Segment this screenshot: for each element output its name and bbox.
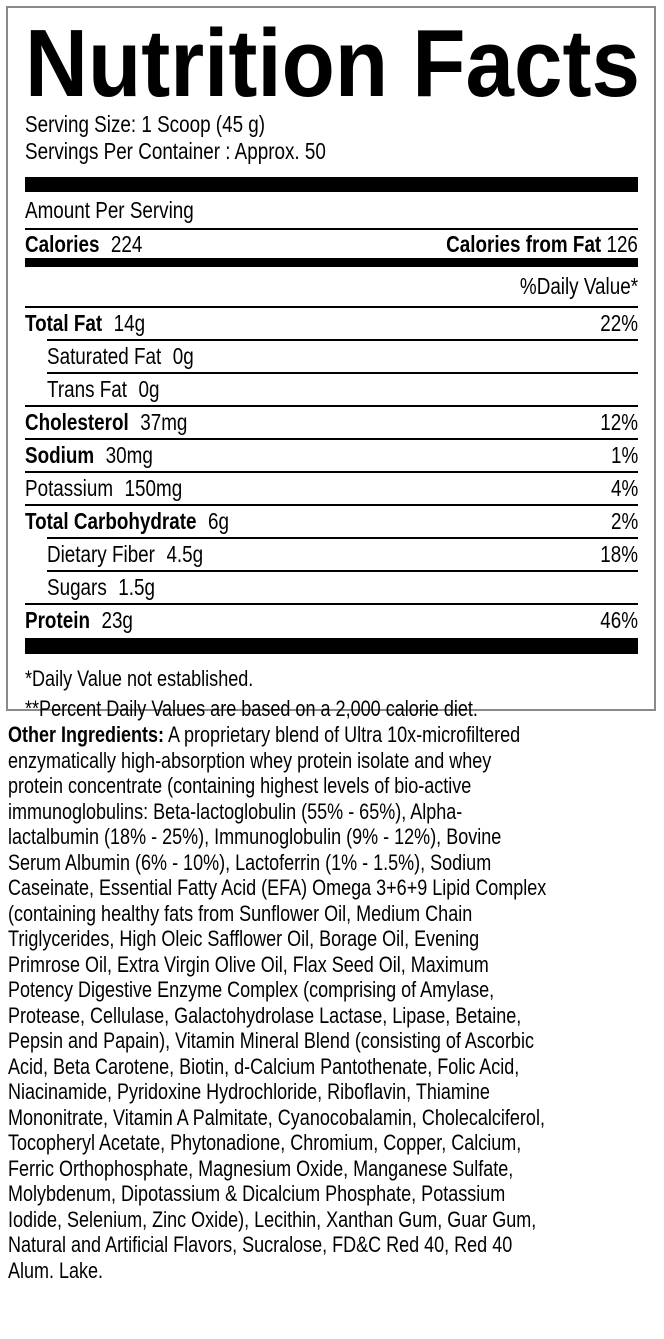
calories-label: Calories	[25, 230, 100, 257]
ingredients-line: Molybdenum, Dipotassium & Dicalcium Phos…	[8, 1181, 506, 1206]
nutrient-row-sugars: Sugars 1.5g	[47, 570, 638, 603]
ingredients-line: Ferric Orthophosphate, Magnesium Oxide, …	[8, 1155, 514, 1181]
nutrient-row-total-carbohydrate: Total Carbohydrate 6g 2%	[25, 504, 638, 537]
ingredients-heading: Other Ingredients:	[8, 722, 165, 747]
nutrient-row-saturated-fat: Saturated Fat 0g	[47, 339, 638, 372]
ingredients-line: protein concentrate (containing highest …	[8, 773, 472, 798]
amount-per-serving: Amount Per Serving	[25, 196, 194, 223]
nutrition-facts-title: Nutrition Facts	[25, 10, 640, 117]
calories-from-fat-value: 126	[606, 230, 638, 257]
ingredients-line: (containing healthy fats from Sunflower …	[8, 900, 473, 926]
ingredients-line: Pepsin and Papain), Vitamin Mineral Blen…	[8, 1028, 534, 1053]
nutrient-row-sodium: Sodium 30mg 1%	[25, 438, 638, 471]
medium-divider	[25, 258, 638, 267]
nutrient-row-dietary-fiber: Dietary Fiber 4.5g 18%	[47, 537, 638, 570]
ingredients-line: enzymatically high-absorption whey prote…	[8, 747, 492, 773]
thick-divider	[25, 177, 638, 192]
ingredients-line: Acid, Beta Carotene, Biotin, d-Calcium P…	[8, 1053, 520, 1079]
footnote-percent-daily: **Percent Daily Values are based on a 2,…	[25, 696, 478, 721]
ingredients-line: A proprietary blend of Ultra 10x-microfi…	[164, 722, 521, 747]
ingredients-line: Triglycerides, High Oleic Safflower Oil,…	[8, 926, 480, 951]
other-ingredients: Other Ingredients: A proprietary blend o…	[8, 722, 664, 1283]
nutrient-row-potassium: Potassium 150mg 4%	[25, 471, 638, 504]
nutrient-row-protein: Protein 23g 46%	[25, 603, 638, 636]
ingredients-line: Iodide, Selenium, Zinc Oxide), Lecithin,…	[8, 1206, 537, 1232]
calories-from-fat-label: Calories from Fat	[446, 230, 602, 257]
ingredients-line: Serum Albumin (6% - 10%), Lactoferrin (1…	[8, 849, 492, 875]
ingredients-line: Niacinamide, Pyridoxine Hydrochloride, R…	[8, 1079, 490, 1104]
svg-text:Nutrition Facts: Nutrition Facts	[25, 14, 640, 106]
ingredients-line: Potency Digestive Enzyme Complex (compri…	[8, 977, 495, 1002]
footnote-daily-value: *Daily Value not established.	[25, 666, 254, 691]
ingredients-line: immunoglobulins: Beta-lactoglobulin (55%…	[8, 798, 463, 824]
ingredients-line: lactalbumin (18% - 25%), Immunoglobulin …	[8, 824, 502, 849]
thick-divider-bottom	[25, 638, 638, 654]
ingredients-line: Protease, Cellulase, Galactohydrolase La…	[8, 1002, 522, 1028]
ingredients-line: Natural and Artificial Flavors, Sucralos…	[8, 1232, 513, 1257]
ingredients-line: Primrose Oil, Extra Virgin Olive Oil, Fl…	[8, 951, 489, 977]
nutrient-row-cholesterol: Cholesterol 37mg 12%	[25, 405, 638, 438]
nutrition-facts-panel: Nutrition Facts Serving Size: 1 Scoop (4…	[6, 6, 656, 721]
nutrient-row-trans-fat: Trans Fat 0g	[47, 372, 638, 405]
ingredients-line: Mononitrate, Vitamin A Palmitate, Cyanoc…	[8, 1104, 545, 1130]
servings-per-container: Servings Per Container : Approx. 50	[25, 138, 326, 164]
calories-value: 224	[110, 230, 143, 257]
ingredients-line: Caseinate, Essential Fatty Acid (EFA) Om…	[8, 875, 547, 900]
ingredients-line: Alum. Lake.	[8, 1257, 104, 1283]
calories-row: Calories 224 Calories from Fat 126	[25, 228, 638, 258]
serving-size: Serving Size: 1 Scoop (45 g)	[25, 111, 266, 137]
ingredients-line: Tocopheryl Acetate, Phytonadione, Chromi…	[8, 1130, 522, 1155]
nutrient-row-total-fat: Total Fat 14g 22%	[25, 306, 638, 339]
daily-value-header: %Daily Value*	[519, 273, 638, 299]
